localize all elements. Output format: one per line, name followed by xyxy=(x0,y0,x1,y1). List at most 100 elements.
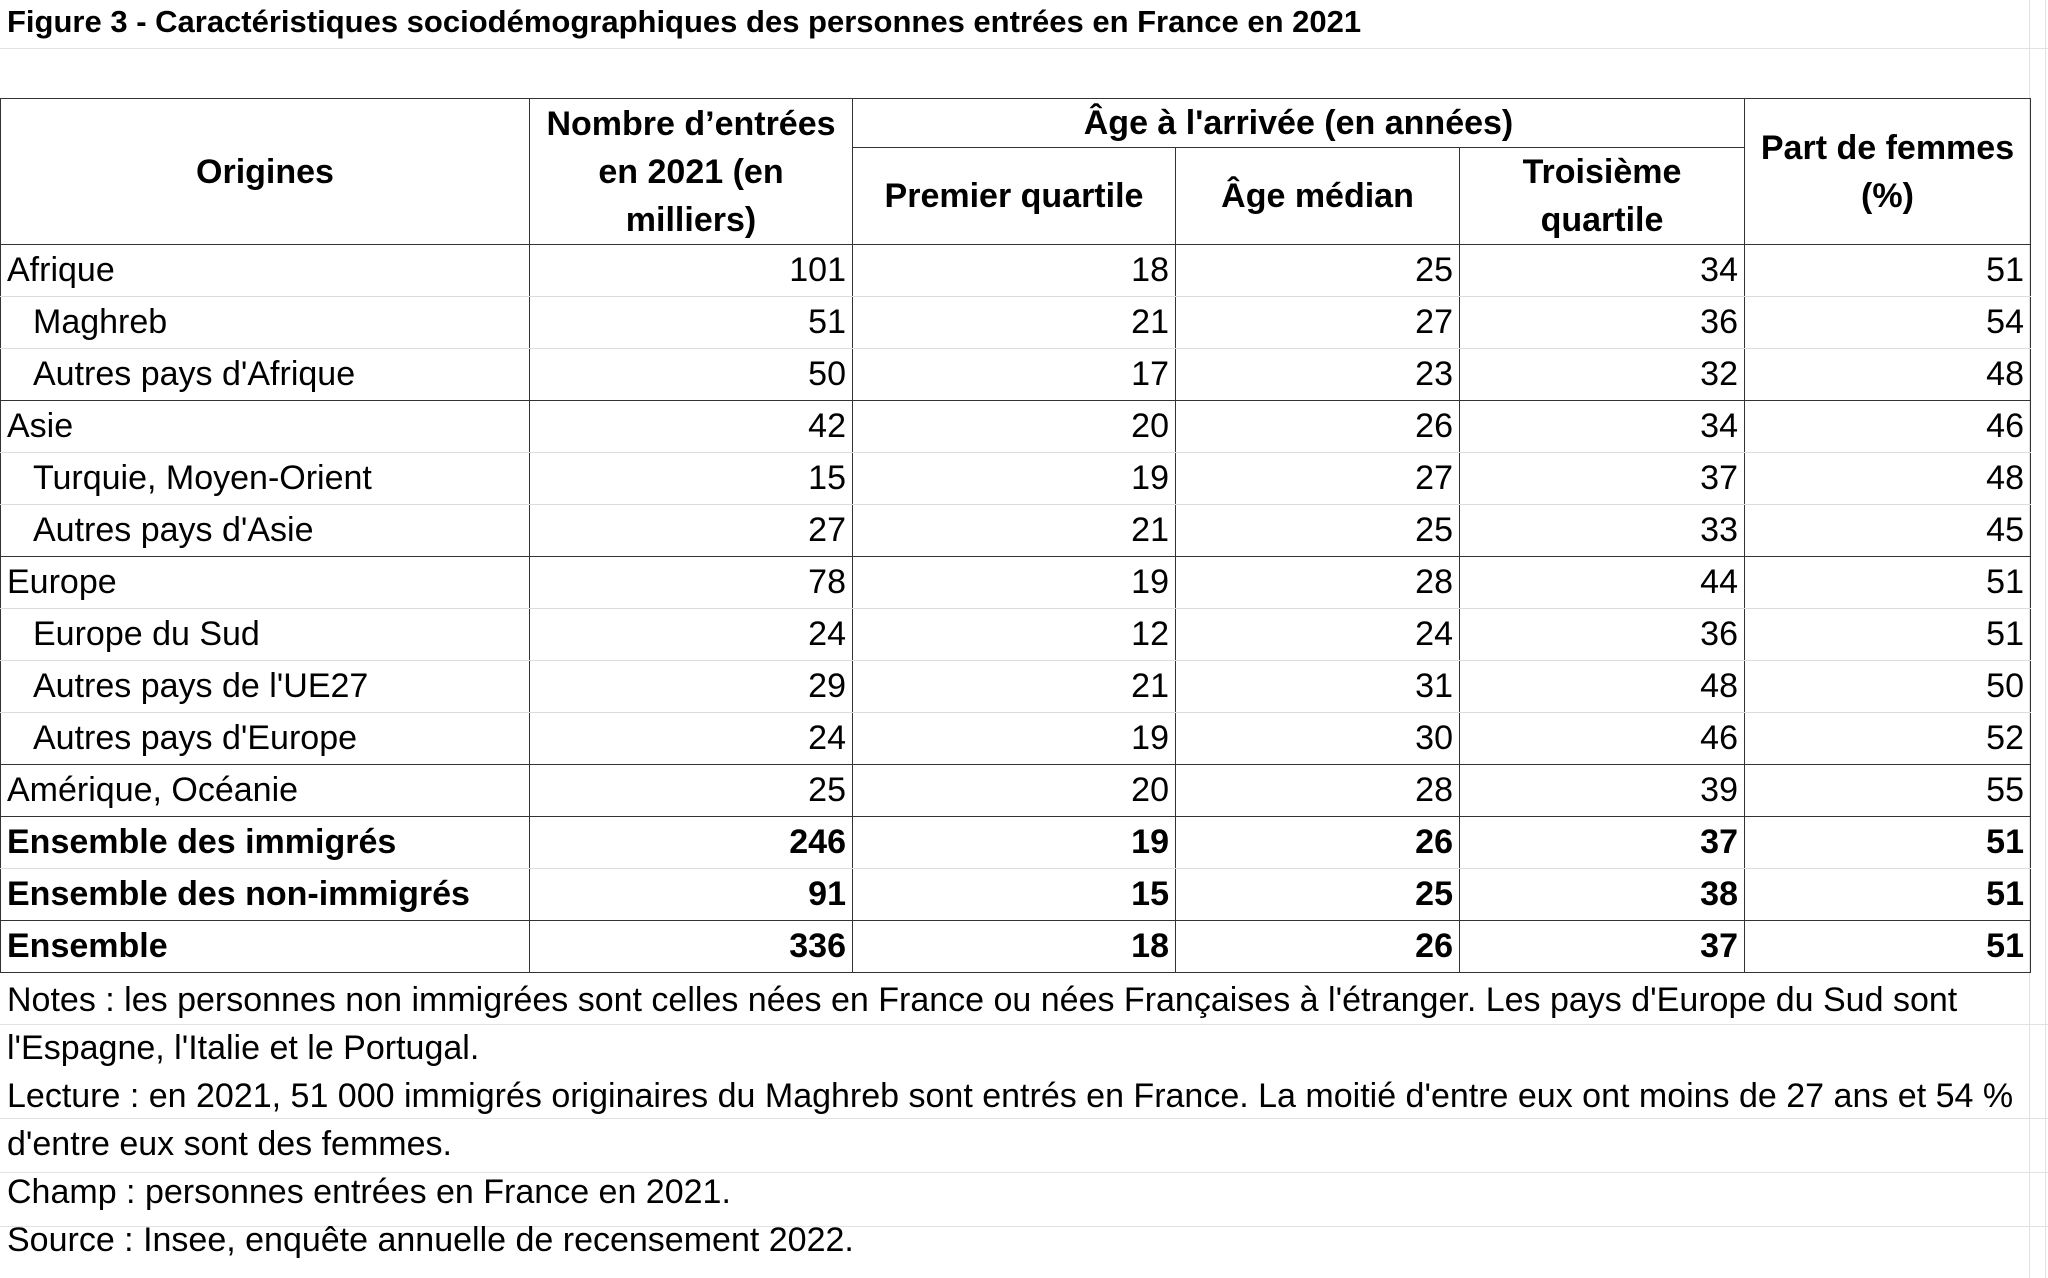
cell-median: 28 xyxy=(1175,556,1460,609)
cell-entries: 91 xyxy=(529,868,853,921)
cell-q1: 12 xyxy=(852,608,1176,661)
cell-origin: Autres pays de l'UE27 xyxy=(0,660,530,713)
table-row: Ensemble des immigrés 246 19 26 37 51 xyxy=(0,816,2031,869)
cell-women: 45 xyxy=(1744,504,2031,557)
cell-q3: 34 xyxy=(1459,400,1745,453)
table-row: Autres pays d'Asie 27 21 25 33 45 xyxy=(0,504,2031,557)
cell-q1: 19 xyxy=(852,712,1176,765)
grid-line xyxy=(0,48,2048,49)
table-row: Maghreb 51 21 27 36 54 xyxy=(0,296,2031,349)
cell-q3: 33 xyxy=(1459,504,1745,557)
cell-q3: 48 xyxy=(1459,660,1745,713)
cell-q3: 36 xyxy=(1459,608,1745,661)
table-row: Ensemble 336 18 26 37 51 xyxy=(0,920,2031,973)
cell-q3: 38 xyxy=(1459,868,1745,921)
table-row: Autres pays d'Afrique 50 17 23 32 48 xyxy=(0,348,2031,401)
cell-median: 23 xyxy=(1175,348,1460,401)
cell-origin: Turquie, Moyen-Orient xyxy=(0,452,530,505)
cell-entries: 24 xyxy=(529,712,853,765)
grid-line xyxy=(0,1172,2048,1173)
cell-women: 50 xyxy=(1744,660,2031,713)
table-row: Asie 42 20 26 34 46 xyxy=(0,400,2031,453)
cell-origin: Asie xyxy=(0,400,530,453)
cell-entries: 78 xyxy=(529,556,853,609)
cell-women: 51 xyxy=(1744,868,2031,921)
cell-women: 48 xyxy=(1744,348,2031,401)
cell-q1: 21 xyxy=(852,504,1176,557)
cell-median: 25 xyxy=(1175,504,1460,557)
cell-q3: 36 xyxy=(1459,296,1745,349)
cell-entries: 24 xyxy=(529,608,853,661)
note-notes: Notes : les personnes non immigrées sont… xyxy=(7,981,1958,1067)
cell-q1: 19 xyxy=(852,556,1176,609)
cell-q1: 20 xyxy=(852,764,1176,817)
cell-origin: Autres pays d'Asie xyxy=(0,504,530,557)
cell-entries: 29 xyxy=(529,660,853,713)
cell-origin: Ensemble des non-immigrés xyxy=(0,868,530,921)
cell-median: 27 xyxy=(1175,296,1460,349)
cell-q1: 21 xyxy=(852,296,1176,349)
header-women: Part de femmes (%) xyxy=(1744,98,2031,245)
cell-women: 54 xyxy=(1744,296,2031,349)
table-row: Turquie, Moyen-Orient 15 19 27 37 48 xyxy=(0,452,2031,505)
cell-origin: Afrique xyxy=(0,244,530,297)
cell-q3: 46 xyxy=(1459,712,1745,765)
figure-title: Figure 3 - Caractéristiques sociodémogra… xyxy=(7,4,1362,39)
cell-median: 25 xyxy=(1175,244,1460,297)
grid-line xyxy=(0,1118,2048,1119)
grid-line xyxy=(2045,0,2046,1278)
cell-women: 51 xyxy=(1744,556,2031,609)
cell-q1: 19 xyxy=(852,452,1176,505)
cell-women: 51 xyxy=(1744,920,2031,973)
cell-women: 51 xyxy=(1744,816,2031,869)
cell-entries: 42 xyxy=(529,400,853,453)
cell-women: 48 xyxy=(1744,452,2031,505)
cell-entries: 15 xyxy=(529,452,853,505)
table-row: Afrique 101 18 25 34 51 xyxy=(0,244,2031,297)
note-champ: Champ : personnes entrées en France en 2… xyxy=(7,1173,731,1211)
table-row: Europe du Sud 24 12 24 36 51 xyxy=(0,608,2031,661)
footnotes: Notes : les personnes non immigrées sont… xyxy=(7,976,2027,1264)
cell-origin: Autres pays d'Afrique xyxy=(0,348,530,401)
cell-entries: 50 xyxy=(529,348,853,401)
cell-q1: 17 xyxy=(852,348,1176,401)
cell-median: 26 xyxy=(1175,400,1460,453)
grid-line xyxy=(0,1024,2048,1025)
cell-median: 28 xyxy=(1175,764,1460,817)
cell-entries: 101 xyxy=(529,244,853,297)
cell-q3: 37 xyxy=(1459,452,1745,505)
header-origins: Origines xyxy=(0,98,530,245)
cell-women: 46 xyxy=(1744,400,2031,453)
cell-entries: 336 xyxy=(529,920,853,973)
cell-q3: 32 xyxy=(1459,348,1745,401)
cell-q1: 15 xyxy=(852,868,1176,921)
cell-median: 24 xyxy=(1175,608,1460,661)
table-row: Autres pays d'Europe 24 19 30 46 52 xyxy=(0,712,2031,765)
note-source: Source : Insee, enquête annuelle de rece… xyxy=(7,1221,854,1259)
cell-median: 26 xyxy=(1175,816,1460,869)
table-row: Ensemble des non-immigrés 91 15 25 38 51 xyxy=(0,868,2031,921)
cell-q3: 37 xyxy=(1459,816,1745,869)
cell-q3: 44 xyxy=(1459,556,1745,609)
cell-women: 51 xyxy=(1744,244,2031,297)
header-entries: Nombre d’entrées en 2021 (en milliers) xyxy=(529,98,853,245)
table-row: Europe 78 19 28 44 51 xyxy=(0,556,2031,609)
cell-q1: 21 xyxy=(852,660,1176,713)
cell-median: 25 xyxy=(1175,868,1460,921)
cell-q1: 19 xyxy=(852,816,1176,869)
cell-origin: Amérique, Océanie xyxy=(0,764,530,817)
cell-q3: 34 xyxy=(1459,244,1745,297)
table-row: Autres pays de l'UE27 29 21 31 48 50 xyxy=(0,660,2031,713)
note-lecture: Lecture : en 2021, 51 000 immigrés origi… xyxy=(7,1077,2014,1163)
cell-median: 26 xyxy=(1175,920,1460,973)
data-table: Origines Nombre d’entrées en 2021 (en mi… xyxy=(0,98,2031,973)
cell-women: 52 xyxy=(1744,712,2031,765)
cell-entries: 25 xyxy=(529,764,853,817)
header-q3: Troisième quartile xyxy=(1459,147,1745,245)
cell-median: 30 xyxy=(1175,712,1460,765)
cell-origin: Ensemble xyxy=(0,920,530,973)
cell-origin: Europe du Sud xyxy=(0,608,530,661)
cell-entries: 246 xyxy=(529,816,853,869)
cell-women: 51 xyxy=(1744,608,2031,661)
cell-q3: 37 xyxy=(1459,920,1745,973)
